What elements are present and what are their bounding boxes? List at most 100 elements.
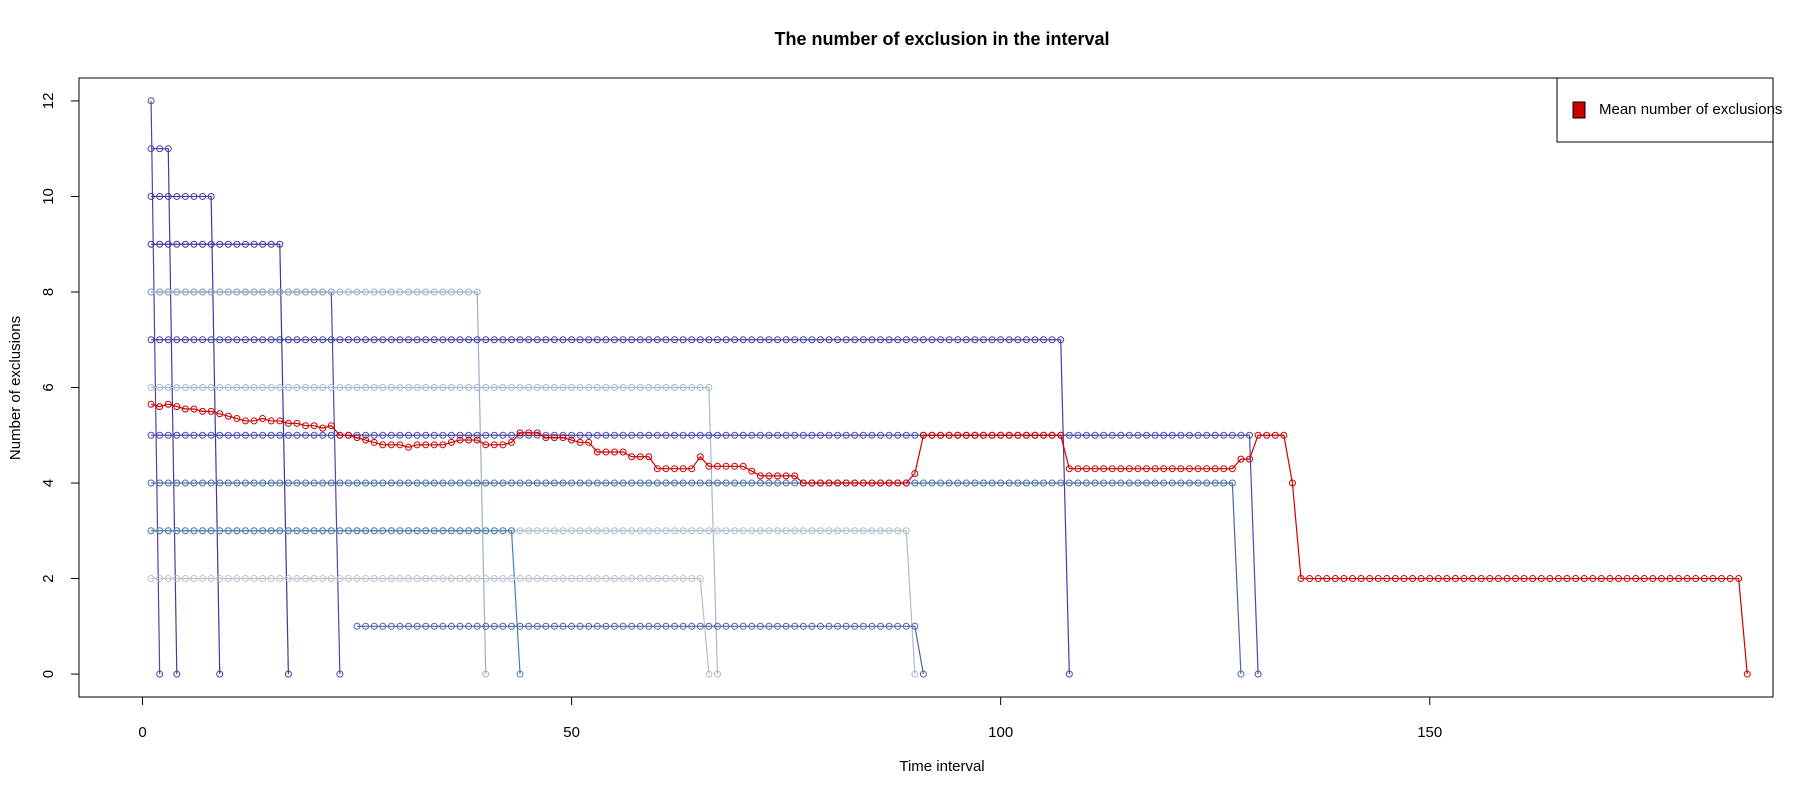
point (576, 622, 584, 630)
point (825, 431, 833, 439)
point (859, 622, 867, 630)
point (276, 575, 284, 583)
point (610, 622, 618, 630)
point (310, 431, 318, 439)
point (979, 431, 987, 439)
point (825, 479, 833, 487)
point (284, 419, 292, 427)
point (816, 479, 824, 487)
point (1117, 479, 1125, 487)
point (439, 441, 447, 449)
point (447, 431, 455, 439)
point (731, 462, 739, 470)
point (276, 240, 284, 248)
point (1331, 575, 1339, 583)
point (636, 384, 644, 391)
point (765, 622, 773, 630)
point (250, 336, 258, 344)
point (224, 240, 232, 248)
point (1469, 575, 1477, 583)
point (259, 288, 267, 296)
point (842, 622, 850, 630)
point (902, 336, 910, 344)
point (671, 336, 679, 344)
point (379, 336, 387, 344)
series-line (151, 243, 289, 675)
point (147, 384, 155, 391)
point (396, 288, 404, 296)
point (516, 384, 524, 391)
point (370, 479, 378, 487)
point (645, 575, 653, 583)
point (671, 622, 679, 630)
point (241, 336, 249, 344)
point (713, 670, 721, 678)
point (233, 336, 241, 344)
point (147, 527, 155, 535)
point (1228, 431, 1236, 439)
point (1091, 465, 1099, 473)
point (653, 527, 661, 535)
series-line (357, 625, 925, 675)
point (516, 670, 524, 678)
point (653, 431, 661, 439)
point (919, 431, 927, 439)
point (267, 575, 275, 583)
point (997, 431, 1005, 439)
point (267, 384, 275, 391)
point (276, 384, 284, 391)
point (851, 431, 859, 439)
point (319, 527, 327, 535)
point (362, 336, 370, 344)
point (173, 431, 181, 439)
point (585, 438, 593, 446)
point (465, 336, 473, 344)
point (1048, 336, 1056, 344)
point (336, 336, 344, 344)
point (422, 431, 430, 439)
point (877, 479, 885, 487)
series-line (151, 434, 1259, 675)
point (859, 431, 867, 439)
point (662, 479, 670, 487)
point (405, 622, 413, 630)
point (516, 479, 524, 487)
point (456, 622, 464, 630)
point (1271, 431, 1279, 439)
point (1314, 575, 1322, 583)
point (602, 448, 610, 456)
point (439, 336, 447, 344)
point (979, 336, 987, 344)
point (559, 527, 567, 535)
point (653, 622, 661, 630)
point (396, 479, 404, 487)
point (362, 622, 370, 630)
point (147, 479, 155, 487)
point (147, 145, 155, 153)
point (825, 336, 833, 344)
point (568, 479, 576, 487)
point (370, 336, 378, 344)
point (782, 527, 790, 535)
point (1632, 575, 1640, 583)
point (782, 431, 790, 439)
point (293, 575, 301, 583)
legend-label: Mean number of exclusions (1599, 101, 1782, 118)
point (516, 622, 524, 630)
point (868, 479, 876, 487)
point (550, 431, 558, 439)
point (1057, 479, 1065, 487)
point (739, 462, 747, 470)
point (533, 575, 541, 583)
point (353, 622, 361, 630)
point (319, 424, 327, 432)
point (713, 479, 721, 487)
point (671, 479, 679, 487)
point (439, 288, 447, 296)
point (894, 622, 902, 630)
point (164, 192, 172, 200)
point (919, 670, 927, 678)
point (456, 288, 464, 296)
y-tick-label: 2 (40, 574, 57, 582)
point (293, 288, 301, 296)
